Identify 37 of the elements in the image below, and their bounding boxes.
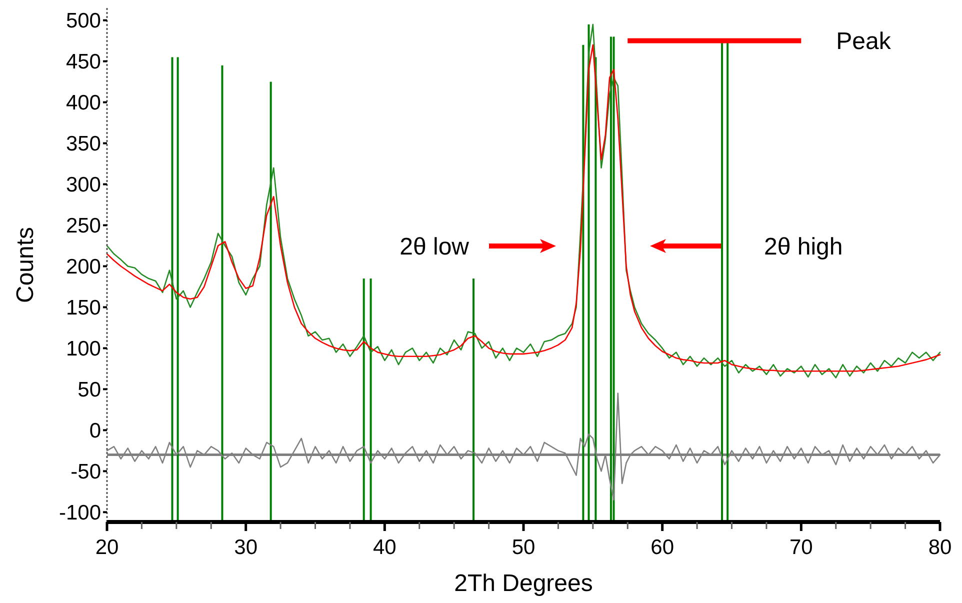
bar <box>594 57 597 522</box>
annotation: 2θ low <box>400 233 470 260</box>
annotation: 2θ high <box>764 233 843 260</box>
y-tick-label: 200 <box>66 256 101 279</box>
bar <box>270 82 272 522</box>
y-tick-label: 300 <box>66 174 101 197</box>
x-tick-label: 30 <box>234 536 258 559</box>
y-tick-label: 100 <box>66 338 101 361</box>
y-tick-label: 350 <box>66 132 101 156</box>
y-tick-label: 400 <box>66 92 101 115</box>
bar <box>176 57 179 522</box>
bar <box>472 278 475 522</box>
x-tick-label: 50 <box>512 536 536 559</box>
y-tick-label: 0 <box>89 420 101 443</box>
y-tick-label: -100 <box>58 502 101 525</box>
bar <box>362 278 365 522</box>
y-axis-title: Counts <box>12 226 39 304</box>
x-tick-label: 60 <box>650 536 674 559</box>
series-label: Peak <box>836 28 892 56</box>
bar <box>588 24 590 522</box>
x-axis-title: 2Th Degrees <box>454 570 593 597</box>
bar <box>610 36 612 522</box>
y-tick-label: 150 <box>66 296 101 320</box>
bar <box>370 278 372 522</box>
y-tick-label: 50 <box>78 378 101 402</box>
bar <box>612 36 615 522</box>
y-tick-label: 450 <box>66 50 101 74</box>
x-tick-label: 20 <box>95 536 119 559</box>
bar <box>582 44 584 522</box>
x-tick-label: 70 <box>789 536 813 559</box>
y-tick-label: 250 <box>66 214 101 238</box>
bar <box>171 57 174 522</box>
y-tick-label: 500 <box>66 10 101 33</box>
x-tick-label: 80 <box>928 536 952 559</box>
x-tick-label: 40 <box>372 536 396 559</box>
bar <box>221 65 224 522</box>
y-tick-label: -50 <box>70 460 101 484</box>
